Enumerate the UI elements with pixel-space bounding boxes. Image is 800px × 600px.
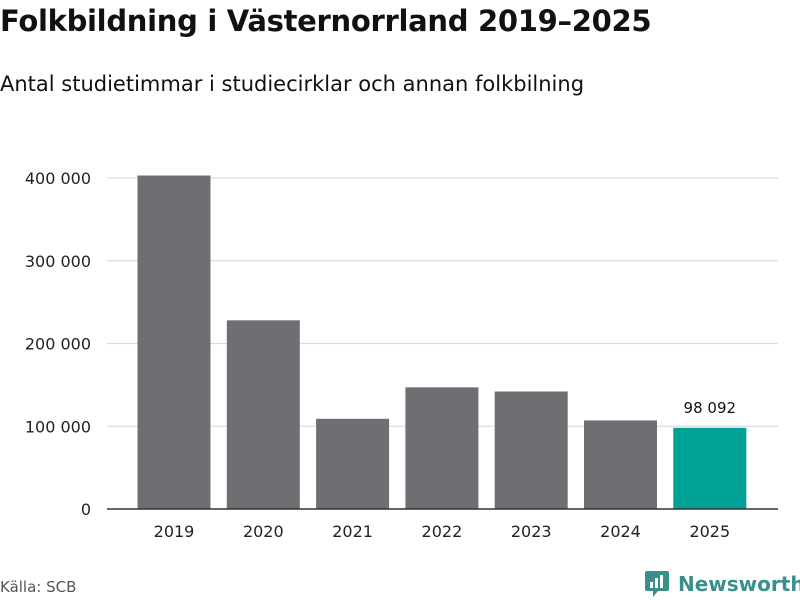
- x-tick-label: 2025: [689, 522, 730, 541]
- y-tick-label: 0: [81, 500, 91, 519]
- x-tick-label: 2024: [600, 522, 641, 541]
- chart-subtitle: Antal studietimmar i studiecirklar och a…: [0, 72, 585, 96]
- bar-2020: [226, 320, 300, 509]
- y-tick-label: 200 000: [25, 335, 91, 354]
- data-label: 98 092: [684, 399, 737, 417]
- y-tick-label: 100 000: [25, 417, 91, 436]
- x-tick-label: 2023: [511, 522, 552, 541]
- newsworthy-logo-icon: [645, 571, 669, 597]
- bar-2021: [316, 418, 390, 509]
- x-tick-label: 2019: [154, 522, 195, 541]
- source-note: Källa: SCB: [0, 578, 77, 596]
- chart-title: Folkbildning i Västernorrland 2019–2025: [0, 4, 652, 38]
- bar-2025: [673, 427, 747, 509]
- brand-name: Newsworthy: [678, 572, 800, 596]
- x-tick-label: 2022: [422, 522, 463, 541]
- bar-2019: [137, 175, 211, 509]
- brand-logo[interactable]: Newsworthy: [644, 569, 800, 599]
- bar-2023: [494, 391, 568, 509]
- bars: [137, 175, 747, 509]
- bar-2024: [584, 420, 657, 509]
- y-tick-label: 300 000: [25, 252, 91, 271]
- labels: 0 100 000 200 000 300 000 400 000 2019 2020 202…: [25, 169, 736, 541]
- bar-2022: [405, 387, 479, 509]
- x-tick-label: 2021: [332, 522, 373, 541]
- y-tick-label: 400 000: [25, 169, 91, 188]
- x-tick-label: 2020: [243, 522, 284, 541]
